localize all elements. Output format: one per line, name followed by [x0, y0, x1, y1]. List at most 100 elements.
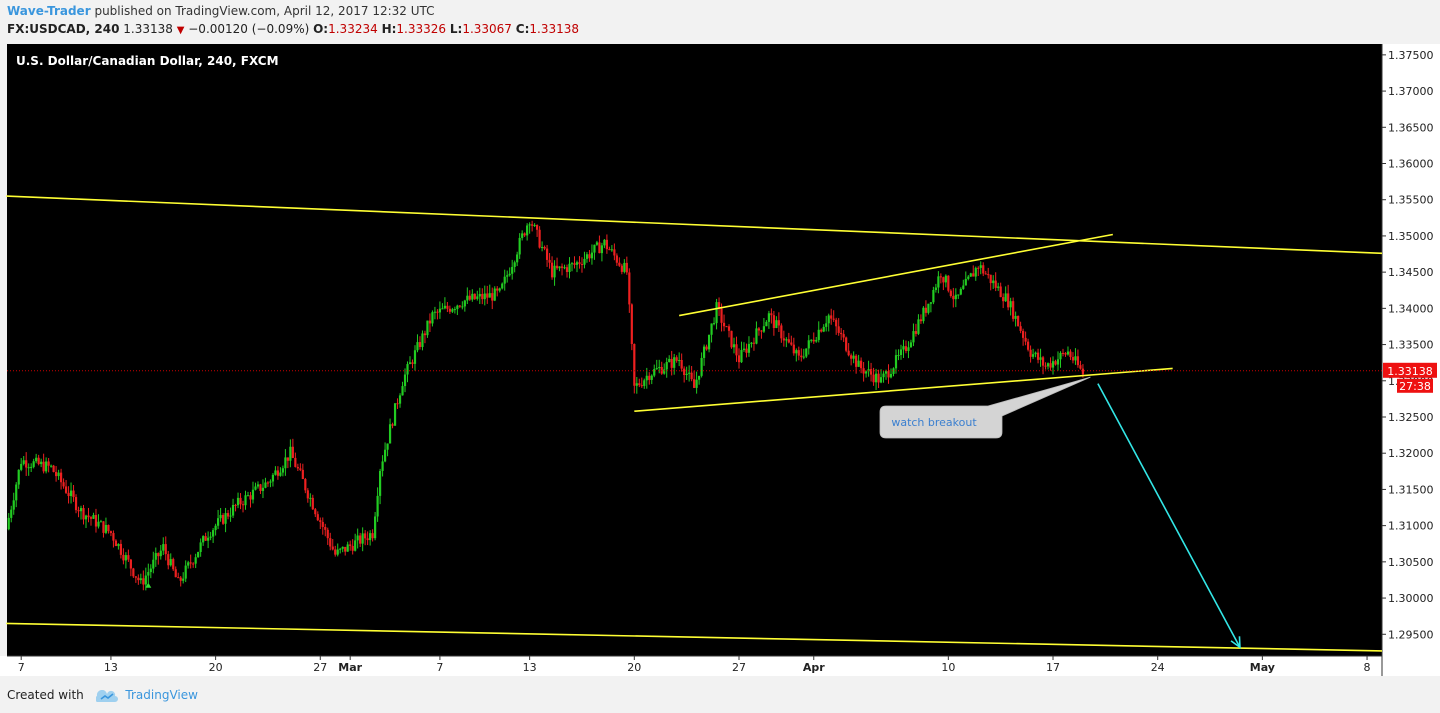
candle-body: [45, 461, 48, 472]
candle-body: [182, 578, 185, 581]
time-axis: [0, 656, 1440, 676]
candle-body: [374, 516, 377, 539]
candle-body: [762, 326, 766, 332]
candle-body: [478, 293, 481, 297]
candle-body: [588, 254, 591, 259]
candle-body: [423, 333, 427, 336]
candle-body: [620, 265, 623, 272]
candle-body: [172, 559, 175, 570]
author-link[interactable]: Wave-Trader: [7, 4, 91, 18]
candle-body: [431, 312, 434, 324]
candle-body: [670, 358, 673, 368]
candle-body: [1069, 351, 1072, 358]
candle-body: [538, 229, 541, 248]
candle-body: [707, 334, 711, 350]
candle-body: [192, 563, 195, 565]
candle-body: [122, 554, 125, 561]
candle-body: [1026, 341, 1030, 350]
candle-body: [536, 225, 539, 230]
candle-body: [159, 550, 162, 557]
candle-body: [421, 333, 424, 347]
candle-body: [922, 307, 925, 322]
price-tag-label: 1.33138: [1387, 365, 1433, 378]
candle-body: [1081, 368, 1085, 375]
candle-body: [22, 460, 25, 464]
candle-body: [152, 559, 155, 569]
candle-body: [904, 346, 908, 352]
candle-body: [884, 371, 888, 374]
candle-body: [1036, 352, 1040, 360]
candle-body: [458, 305, 461, 307]
candle-body: [583, 258, 586, 265]
candle-body: [668, 358, 671, 363]
candle-body: [246, 495, 250, 497]
candle-body: [787, 339, 790, 343]
candle-body: [899, 349, 903, 356]
candle-body: [311, 497, 314, 510]
candle-body: [1024, 337, 1027, 342]
y-tick-label: 1.37000: [1388, 85, 1434, 98]
down-triangle-icon: ▼: [176, 25, 185, 36]
candle-body: [638, 383, 641, 386]
candle-body: [598, 242, 601, 254]
candle-body: [822, 326, 825, 332]
candle-body: [817, 329, 820, 340]
candle-body: [675, 357, 678, 361]
candle-body: [909, 342, 913, 348]
candle-body: [1046, 363, 1050, 367]
candle-body: [867, 369, 870, 372]
candle-body: [698, 375, 701, 380]
candle-body: [999, 286, 1002, 298]
candle-body: [137, 577, 140, 581]
candle-body: [371, 533, 374, 539]
candle-body: [790, 342, 793, 345]
candle-body: [309, 497, 312, 499]
candle-body: [236, 497, 240, 506]
y-tick-label: 1.35500: [1388, 194, 1434, 207]
price-chart[interactable]: 1.37500 1.37000 1.36500 1.36000 1.35500 1.350…: [0, 40, 1440, 680]
trendline-wedge-top: [679, 233, 1113, 317]
candle-body: [815, 339, 818, 342]
candle-body: [705, 346, 708, 350]
candle-body: [785, 339, 788, 341]
candle-body: [119, 543, 122, 555]
candle-body: [451, 309, 454, 312]
candle-body: [752, 342, 756, 344]
x-tick-label: 17: [1046, 661, 1060, 674]
tradingview-logo-icon[interactable]: [95, 689, 118, 702]
candle-body: [144, 575, 147, 585]
candle-body: [1044, 365, 1047, 367]
x-tick-label: 20: [627, 661, 641, 674]
candle-body: [710, 323, 713, 335]
candle-body: [645, 375, 648, 381]
candle-body: [610, 249, 613, 251]
candle-body: [643, 380, 646, 386]
candle-body: [354, 540, 357, 551]
signal-triangle-icon: [145, 582, 152, 588]
candle-body: [732, 344, 736, 348]
candle-body: [949, 290, 952, 297]
candle-body: [30, 466, 33, 468]
candle-body: [792, 344, 795, 354]
candle-body: [25, 460, 28, 468]
candle-body: [104, 524, 108, 533]
candle-body: [89, 517, 93, 519]
candle-body: [837, 326, 840, 333]
candle-body: [369, 533, 372, 541]
candle-body: [757, 328, 761, 331]
tradingview-link[interactable]: TradingView: [125, 688, 198, 702]
symbol-label: FX:USDCAD, 240: [7, 22, 120, 36]
candle-body: [523, 233, 526, 236]
candle-body: [10, 509, 13, 518]
candle-body: [807, 340, 810, 349]
callout[interactable]: watch breakout: [879, 376, 1091, 439]
candle-body: [650, 375, 653, 380]
candle-body: [862, 368, 865, 374]
x-tick-label: 7: [436, 661, 443, 674]
candle-body: [608, 249, 611, 251]
y-tick-label: 1.31500: [1388, 483, 1434, 496]
candle-body: [381, 461, 384, 471]
candle-body: [613, 249, 616, 256]
candle-body: [99, 521, 103, 523]
candle-body: [1054, 361, 1057, 365]
